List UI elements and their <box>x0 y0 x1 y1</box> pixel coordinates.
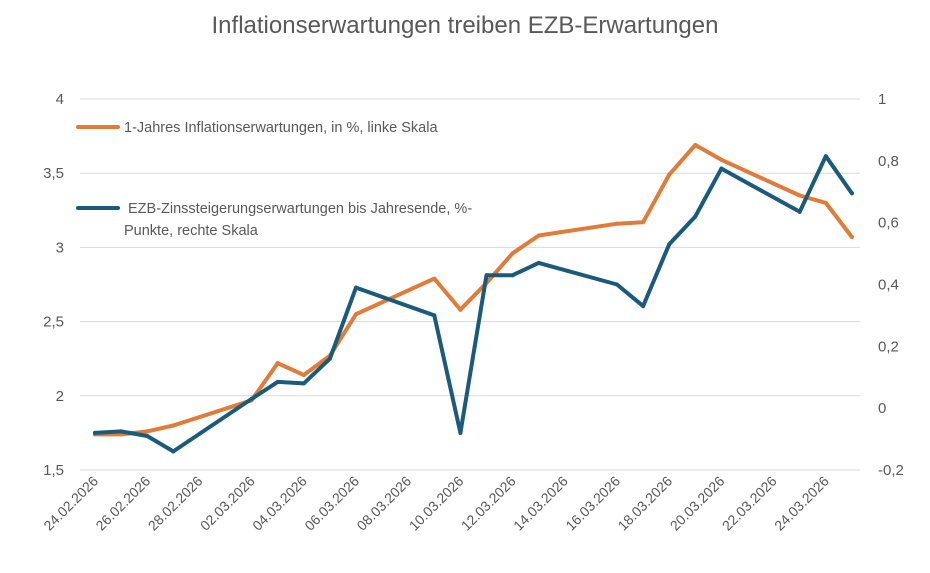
data-point-ecb <box>719 166 724 171</box>
data-point-ecb <box>458 430 463 435</box>
data-point-ecb <box>354 285 358 290</box>
legend-item-ecb: EZB-Zinssteigerungserwartungen bis Jahre… <box>76 201 476 239</box>
legend-label-ecb-line2: Punkte, rechte Skala <box>124 223 259 239</box>
data-point-inflation <box>432 276 437 281</box>
data-point-ecb <box>275 379 280 384</box>
right-tick-label: 0,4 <box>878 277 899 294</box>
data-point-ecb <box>823 154 828 159</box>
x-tick-label: 06.03.2026 <box>301 473 362 534</box>
x-tick-label: 12.03.2026 <box>458 473 519 534</box>
legend: 1-Jahres Inflationserwartungen, in %, li… <box>76 120 476 239</box>
data-point-ecb <box>301 381 306 386</box>
series-line-inflation <box>93 143 854 437</box>
data-point-inflation <box>615 221 619 226</box>
right-tick-label: 1 <box>878 91 886 108</box>
right-tick-label: 0,6 <box>878 215 899 232</box>
left-tick-label: 3,5 <box>43 165 64 182</box>
x-tick-label: 08.03.2026 <box>353 473 414 534</box>
right-axis: -0,2 0 0,2 0,4 0,6 0,8 1 <box>878 91 904 479</box>
x-tick-label: 16.03.2026 <box>562 473 623 534</box>
data-point-inflation <box>849 235 854 240</box>
data-point-inflation <box>693 143 698 148</box>
data-point-ecb <box>615 282 619 287</box>
data-point-ecb <box>641 304 646 309</box>
data-point-inflation <box>823 200 828 205</box>
x-tick-label: 14.03.2026 <box>510 473 571 534</box>
legend-label-inflation: 1-Jahres Inflationserwartungen, in %, li… <box>124 120 438 136</box>
legend-item-inflation: 1-Jahres Inflationserwartungen, in %, li… <box>76 120 438 136</box>
right-tick-label: -0,2 <box>878 462 904 479</box>
left-tick-label: 2,5 <box>43 314 64 331</box>
x-tick-label: 22.03.2026 <box>719 473 780 534</box>
data-point-inflation <box>536 233 541 238</box>
x-tick-label: 24.02.2026 <box>40 473 101 534</box>
chart-title: Inflationserwartungen treiben EZB-Erwart… <box>212 12 719 39</box>
x-tick-label: 26.02.2026 <box>92 473 153 534</box>
left-tick-label: 2 <box>56 388 64 405</box>
right-tick-label: 0,8 <box>878 153 899 170</box>
data-point-ecb <box>432 313 437 318</box>
x-tick-label: 10.03.2026 <box>406 473 467 534</box>
legend-label-ecb-line1: EZB-Zinssteigerungserwartungen bis Jahre… <box>128 201 472 217</box>
x-tick-label: 24.03.2026 <box>771 473 832 534</box>
data-point-ecb <box>693 214 698 219</box>
data-point-ecb <box>510 273 515 278</box>
x-tick-label: 20.03.2026 <box>667 473 728 534</box>
data-point-inflation <box>458 307 463 312</box>
data-point-ecb <box>145 433 150 438</box>
data-point-inflation <box>171 423 176 428</box>
data-point-ecb <box>249 396 254 401</box>
data-point-inflation <box>641 220 646 225</box>
left-tick-label: 1,5 <box>43 462 64 479</box>
x-tick-label: 18.03.2026 <box>614 473 675 534</box>
data-point-ecb <box>536 260 541 265</box>
data-point-ecb <box>667 242 672 247</box>
left-axis: 1,5 2 2,5 3 3,5 4 <box>43 91 64 479</box>
data-point-inflation <box>510 251 515 256</box>
legend-label-ecb: EZB-Zinssteigerungserwartungen bis Jahre… <box>124 201 476 239</box>
x-tick-label: 02.03.2026 <box>197 473 258 534</box>
data-point-ecb <box>93 430 97 435</box>
data-point-ecb <box>327 356 332 361</box>
series-line-ecb <box>93 154 854 454</box>
data-point-inflation <box>354 312 358 317</box>
data-point-ecb <box>119 429 124 434</box>
data-point-inflation <box>145 429 150 434</box>
left-tick-label: 3 <box>56 239 64 256</box>
data-point-ecb <box>171 449 176 454</box>
data-point-inflation <box>667 172 672 177</box>
data-point-inflation <box>275 361 280 366</box>
data-point-inflation <box>797 193 802 198</box>
x-tick-label: 04.03.2026 <box>249 473 310 534</box>
x-tick-label: 28.02.2026 <box>145 473 206 534</box>
right-tick-label: 0,2 <box>878 338 899 355</box>
series <box>93 143 854 454</box>
data-point-ecb <box>797 209 802 214</box>
data-point-ecb <box>849 191 854 196</box>
x-axis: 24.02.202626.02.202628.02.202602.03.2026… <box>40 473 832 534</box>
right-tick-label: 0 <box>878 400 886 417</box>
data-point-inflation <box>301 373 306 378</box>
data-point-ecb <box>484 273 489 278</box>
data-point-inflation <box>719 157 724 162</box>
gridlines <box>80 98 860 471</box>
left-tick-label: 4 <box>56 91 64 108</box>
